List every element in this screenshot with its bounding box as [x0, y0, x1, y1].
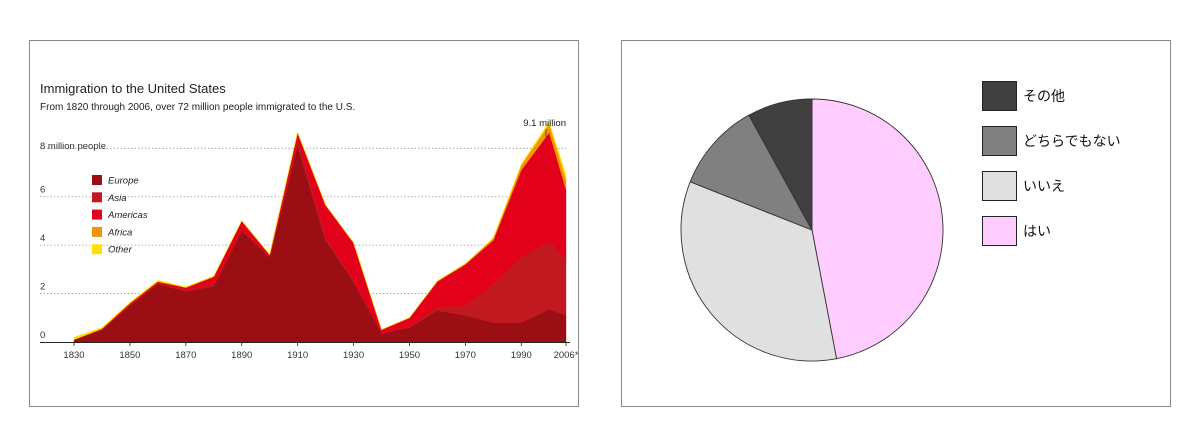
x-tick-label: 1950	[399, 350, 420, 361]
x-tick-label: 1930	[343, 350, 364, 361]
pie-legend-label: いいえ	[1023, 179, 1065, 195]
x-tick-label: 1910	[287, 350, 308, 361]
y-tick-label: 6	[40, 185, 45, 196]
pie-slice-0	[811, 98, 944, 360]
x-tick-label: 1890	[231, 350, 252, 361]
x-tick-label: 1850	[119, 350, 140, 361]
area-series-other	[73, 121, 567, 340]
pie-legend-swatch	[982, 81, 1017, 111]
y-tick-label: 2	[40, 282, 45, 293]
pie-legend-label: どちらでもない	[1023, 134, 1121, 150]
peak-callout: 9.1 million	[523, 118, 566, 129]
pie-slice-2	[689, 114, 813, 231]
legend-label-americas: Americas	[107, 210, 148, 221]
immigration-chart-panel: Immigration to the United States From 18…	[29, 40, 579, 407]
pie-slice-3	[748, 98, 813, 231]
pie-legend-label: はい	[1023, 224, 1051, 240]
x-tick-label: 1830	[63, 350, 84, 361]
pie-legend-item: どちらでもない	[982, 124, 1121, 158]
y-unit-label: 8 million people	[40, 141, 106, 152]
pie-legend-swatch	[982, 171, 1017, 201]
pie-legend-swatch	[982, 126, 1017, 156]
legend-swatch-asia	[92, 192, 102, 203]
pie-legend-item: いいえ	[982, 169, 1121, 203]
x-tick-label: 1990	[511, 350, 532, 361]
pie-legend-swatch	[982, 216, 1017, 246]
pie-slice-1	[680, 181, 838, 362]
survey-pie-chart	[680, 98, 944, 362]
legend-label-asia: Asia	[107, 193, 126, 204]
legend-label-other: Other	[108, 245, 133, 256]
x-tick-label: 2006*	[554, 350, 578, 361]
chart-title: Immigration to the United States	[40, 81, 226, 96]
pie-legend-label: その他	[1023, 89, 1065, 105]
legend-label-africa: Africa	[107, 227, 132, 238]
chart-subtitle: From 1820 through 2006, over 72 million …	[40, 102, 355, 113]
legend-swatch-other	[92, 244, 102, 255]
legend-label-europe: Europe	[108, 176, 139, 187]
legend-swatch-americas	[92, 209, 102, 220]
y-tick-label: 0	[40, 330, 45, 341]
x-tick-label: 1870	[175, 350, 196, 361]
pie-chart-panel: その他どちらでもない いいえはい	[621, 40, 1171, 407]
legend-swatch-africa	[92, 226, 102, 237]
legend-swatch-europe	[92, 175, 102, 185]
pie-legend-item: はい	[982, 214, 1121, 248]
y-tick-label: 4	[40, 233, 45, 244]
immigration-area-chart: Immigration to the United States From 18…	[40, 81, 578, 361]
x-tick-label: 1970	[455, 350, 476, 361]
pie-legend: その他どちらでもない いいえはい	[982, 79, 1121, 259]
pie-legend-item: その他	[982, 79, 1121, 113]
